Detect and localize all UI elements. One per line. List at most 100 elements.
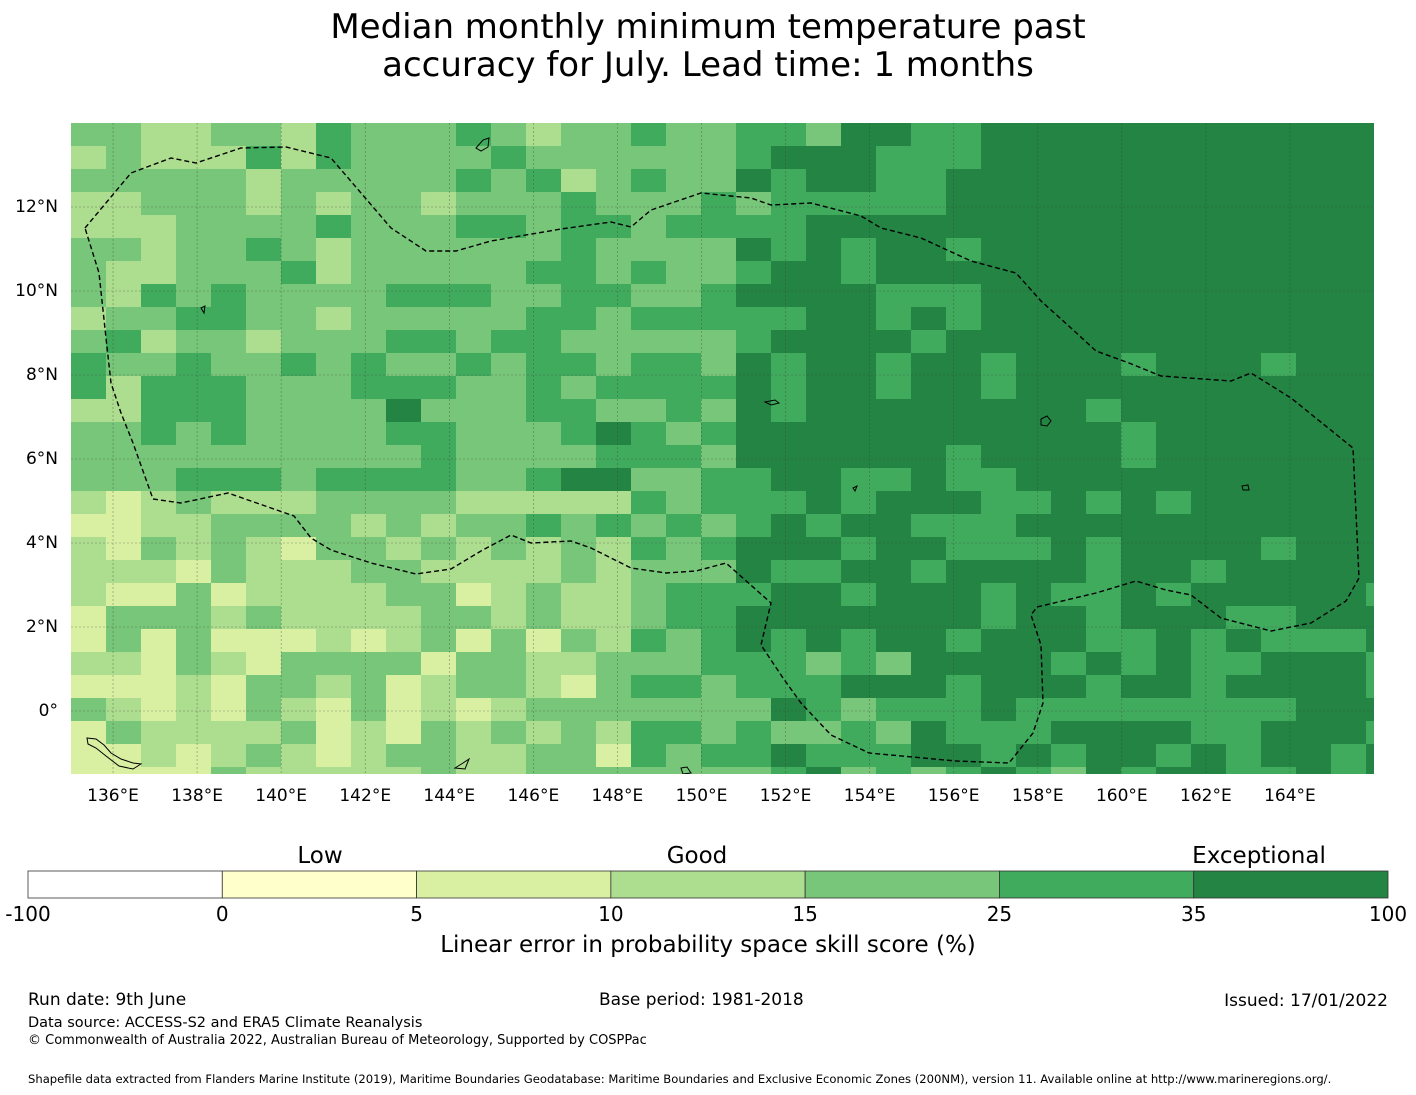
skill-cell	[946, 169, 982, 193]
skill-cell	[1121, 744, 1157, 768]
skill-cell	[701, 468, 737, 492]
skill-cell	[1016, 353, 1052, 377]
skill-cell	[1121, 146, 1157, 170]
skill-cell	[946, 192, 982, 216]
skill-cell	[946, 376, 982, 400]
skill-cell	[386, 169, 422, 193]
skill-cell	[1016, 721, 1052, 745]
skill-cell	[876, 376, 912, 400]
skill-cell	[1191, 215, 1227, 239]
x-tick-label: 148°E	[591, 786, 644, 806]
skill-cell	[561, 560, 597, 584]
skill-cell	[491, 238, 527, 262]
skill-cell	[946, 560, 982, 584]
skill-cell	[211, 606, 247, 630]
skill-cell	[316, 514, 352, 538]
skill-cell	[246, 146, 282, 170]
skill-cell	[596, 698, 632, 722]
skill-cell	[281, 192, 317, 216]
skill-cell	[981, 169, 1017, 193]
skill-cell	[1016, 468, 1052, 492]
skill-cell	[1261, 284, 1297, 308]
skill-cell	[1016, 330, 1052, 354]
skill-cell	[596, 560, 632, 584]
skill-cell	[1366, 514, 1374, 538]
skill-cell	[911, 767, 947, 774]
colorbar-segment	[610, 870, 806, 899]
skill-cell	[1261, 445, 1297, 469]
skill-cell	[1226, 169, 1262, 193]
skill-cell	[456, 146, 492, 170]
skill-cell	[596, 514, 632, 538]
skill-cell	[736, 698, 772, 722]
skill-cell	[1366, 744, 1374, 768]
skill-cell	[491, 192, 527, 216]
skill-cell	[1051, 560, 1087, 584]
skill-cell	[1086, 721, 1122, 745]
skill-cell	[1366, 721, 1374, 745]
skill-cell	[876, 399, 912, 423]
skill-cell	[1191, 146, 1227, 170]
skill-cell	[141, 123, 177, 147]
skill-cell	[1051, 330, 1087, 354]
skill-cell	[841, 675, 877, 699]
skill-cell	[281, 169, 317, 193]
y-tick-label: 8°N	[25, 365, 58, 385]
x-tick-label: 146°E	[507, 786, 560, 806]
skill-cell	[386, 376, 422, 400]
skill-cell	[281, 537, 317, 561]
skill-cell	[316, 422, 352, 446]
skill-cell	[281, 146, 317, 170]
coastline-kosrae	[1241, 484, 1250, 491]
skill-cell	[176, 238, 212, 262]
skill-cell	[736, 514, 772, 538]
skill-cell	[1156, 606, 1192, 630]
skill-cell	[1156, 146, 1192, 170]
skill-cell	[841, 560, 877, 584]
skill-cell	[736, 330, 772, 354]
skill-cell	[211, 307, 247, 331]
skill-cell	[701, 307, 737, 331]
skill-cell	[736, 606, 772, 630]
skill-cell	[1121, 192, 1157, 216]
skill-cell	[1156, 560, 1192, 584]
skill-cell	[316, 445, 352, 469]
skill-cell	[771, 583, 807, 607]
skill-cell	[246, 583, 282, 607]
skill-cell	[106, 238, 142, 262]
skill-cell	[561, 721, 597, 745]
skill-cell	[1121, 606, 1157, 630]
skill-cell	[876, 238, 912, 262]
skill-cell	[386, 491, 422, 515]
skill-cell	[106, 353, 142, 377]
skill-cell	[771, 399, 807, 423]
skill-cell	[351, 399, 387, 423]
skill-cell	[1366, 698, 1374, 722]
skill-cell	[526, 698, 562, 722]
skill-cell	[281, 261, 317, 285]
skill-cell	[946, 675, 982, 699]
skill-cell	[876, 146, 912, 170]
coastline-papua-new-guinea	[86, 737, 143, 770]
skill-cell	[806, 744, 842, 768]
skill-cell	[176, 376, 212, 400]
skill-cell	[876, 560, 912, 584]
skill-cell	[946, 238, 982, 262]
skill-cell	[561, 675, 597, 699]
skill-cell	[351, 146, 387, 170]
skill-cell	[666, 330, 702, 354]
skill-cell	[71, 744, 107, 768]
skill-cell	[771, 606, 807, 630]
skill-cell	[841, 146, 877, 170]
y-tick-label: 6°N	[25, 449, 58, 469]
skill-cell	[491, 560, 527, 584]
skill-cell	[526, 767, 562, 774]
y-tick-label: 12°N	[15, 197, 58, 217]
skill-cell	[1296, 744, 1332, 768]
skill-cell	[981, 652, 1017, 676]
skill-cell	[981, 583, 1017, 607]
skill-cell	[876, 422, 912, 446]
skill-cell	[1226, 560, 1262, 584]
skill-cell	[246, 307, 282, 331]
skill-cell	[1016, 399, 1052, 423]
